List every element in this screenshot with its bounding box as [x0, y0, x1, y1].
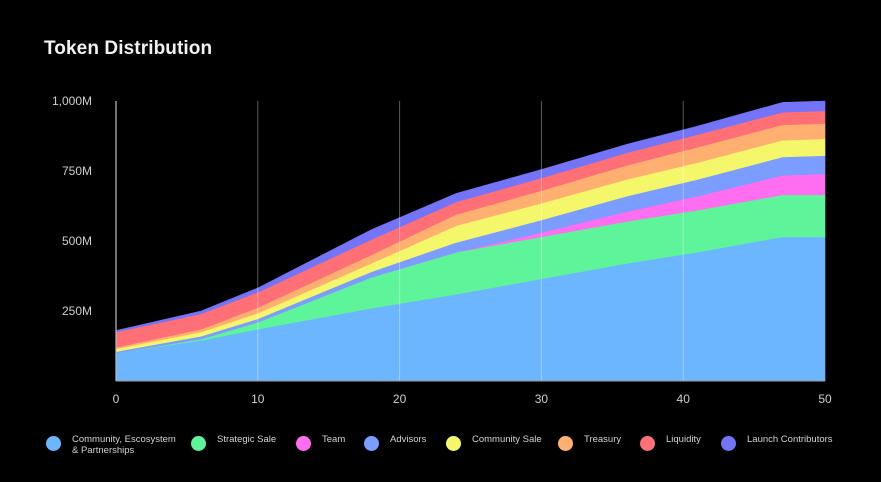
legend-label: Team	[322, 434, 346, 445]
legend-item: Strategic Sale	[191, 434, 276, 451]
x-tick-label: 10	[251, 392, 265, 406]
legend-label: Strategic Sale	[217, 434, 277, 445]
legend-swatch	[191, 436, 206, 451]
legend-label: Liquidity	[666, 434, 701, 445]
legend-label: Community Sale	[472, 434, 542, 445]
y-tick-label: 1,000M	[52, 94, 92, 108]
legend-swatch	[46, 436, 61, 451]
legend-label: Treasury	[584, 434, 622, 445]
legend-swatch	[721, 436, 736, 451]
x-tick-label: 20	[393, 392, 407, 406]
legend-item: Team	[296, 434, 345, 451]
legend-swatch	[296, 436, 311, 451]
x-tick-label: 30	[535, 392, 549, 406]
legend-label: Advisors	[390, 434, 427, 445]
legend-swatch	[558, 436, 573, 451]
x-tick-label: 50	[818, 392, 832, 406]
y-tick-label: 750M	[62, 164, 92, 178]
legend-item: Community, Escosystem & Partnerships	[46, 434, 176, 456]
legend-label: Launch Contributors	[747, 434, 833, 445]
legend-label: Community, Escosystem & Partnerships	[72, 434, 176, 456]
x-tick-label: 40	[677, 392, 691, 406]
chart-title: Token Distribution	[44, 38, 213, 59]
legend-item: Launch Contributors	[721, 434, 833, 451]
y-tick-label: 500M	[62, 234, 92, 248]
legend-item: Liquidity	[640, 434, 701, 451]
y-tick-label: 250M	[62, 304, 92, 318]
area-series-8	[115, 100, 826, 333]
legend-item: Advisors	[364, 434, 426, 451]
legend-swatch	[364, 436, 379, 451]
legend-item: Treasury	[558, 434, 621, 451]
legend-swatch	[446, 436, 461, 451]
legend-item: Community Sale	[446, 434, 542, 451]
chart-legend: Community, Escosystem & Partnerships Stra…	[46, 434, 846, 464]
x-tick-label: 0	[113, 392, 120, 406]
legend-swatch	[640, 436, 655, 451]
